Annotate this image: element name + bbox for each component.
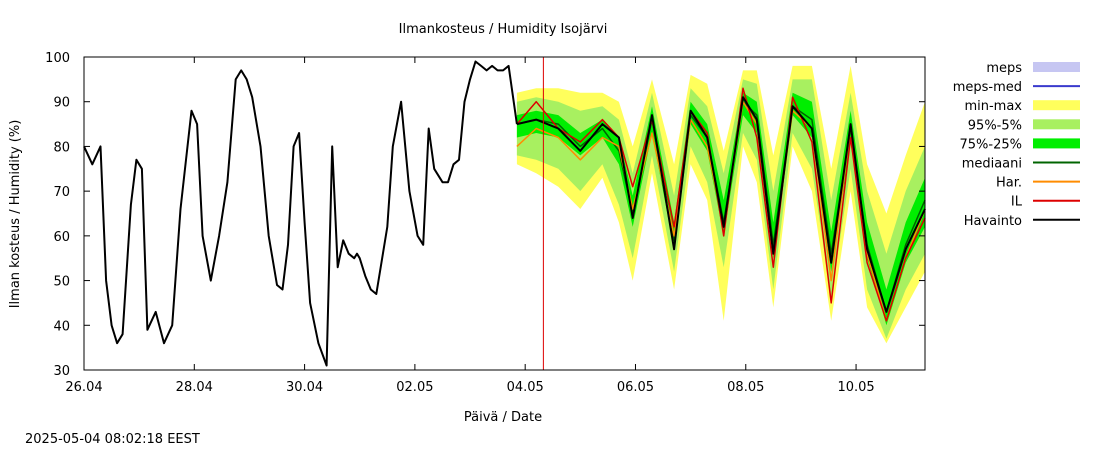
x-tick-label: 06.05	[617, 380, 654, 395]
legend-label: meps	[986, 61, 1022, 76]
legend-swatch	[1033, 62, 1080, 72]
x-tick-label: 30.04	[286, 380, 323, 395]
y-tick-label: 30	[53, 364, 70, 379]
legend-label: Har.	[996, 176, 1022, 191]
x-tick-label: 04.05	[507, 380, 544, 395]
series-lines	[83, 57, 926, 370]
legend-label: 95%-5%	[968, 118, 1022, 133]
x-tick-label: 10.05	[837, 380, 874, 395]
x-axis-label: Päivä / Date	[464, 410, 542, 425]
legend-label: mediaani	[962, 157, 1022, 172]
chart-legend: meps meps-med min-max 95%-5% 75%-25% mediaani…	[953, 61, 1080, 229]
legend-label: Havainto	[964, 214, 1022, 229]
y-tick-label: 100	[45, 51, 70, 66]
chart-title: Ilmankosteus / Humidity Isojärvi	[399, 22, 608, 37]
y-tick-label: 80	[53, 140, 70, 155]
y-tick-label: 90	[53, 96, 70, 111]
y-tick-label: 50	[53, 275, 70, 290]
legend-label: meps-med	[953, 80, 1022, 95]
plot-axes: 30 40 50 60 70 80 90 100 26.04 28.04 30.04 02.05 04.…	[45, 51, 926, 395]
series-havainto	[83, 60, 518, 367]
forecast-bands	[84, 57, 925, 370]
y-tick-label: 40	[53, 319, 70, 334]
series-il	[516, 87, 926, 322]
x-tick-label: 08.05	[727, 380, 764, 395]
timestamp: 2025-05-04 08:02:18 EEST	[25, 432, 200, 447]
y-axis-label: Ilman kosteus / Humidity (%)	[8, 120, 23, 309]
legend-label: IL	[1011, 195, 1023, 210]
series-havainto-forecast	[516, 96, 926, 313]
legend-swatch	[1033, 100, 1080, 111]
legend-label: 75%-25%	[960, 137, 1022, 152]
legend-swatch	[1033, 119, 1080, 130]
y-tick-label: 60	[53, 230, 70, 245]
x-tick-label: 02.05	[396, 380, 433, 395]
x-tick-label: 28.04	[176, 380, 213, 395]
y-tick-label: 70	[53, 185, 70, 200]
legend-label: min-max	[964, 99, 1022, 114]
legend-swatch	[1033, 138, 1080, 149]
plot-frame	[83, 56, 926, 371]
x-tick-label: 26.04	[65, 380, 102, 395]
